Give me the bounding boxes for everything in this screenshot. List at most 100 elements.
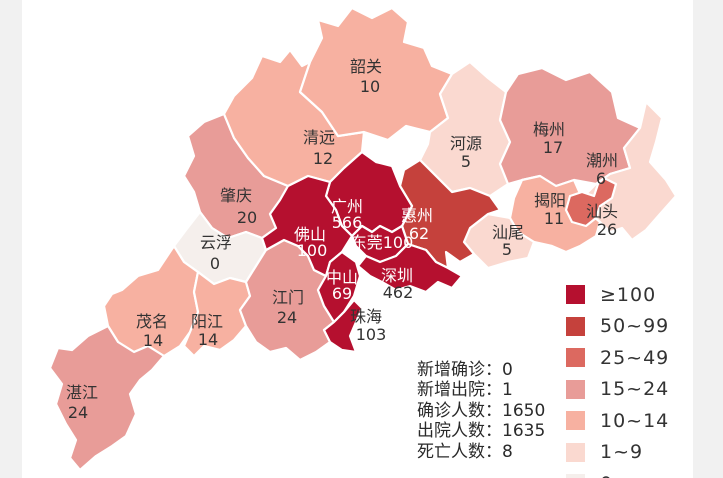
stat-label: 新增出院: [417, 380, 485, 401]
map-label-heyuan: 河源: [450, 134, 482, 153]
map-label-maoming: 茂名: [136, 312, 168, 331]
map-label-shenzhen: 深圳: [381, 266, 413, 285]
legend-item-15-24[interactable]: 15~24: [566, 378, 670, 400]
map-value-shaoguan: 10: [360, 77, 380, 96]
map-label-jieyang: 揭阳: [534, 191, 566, 210]
stat-new-discharged: 新增出院：1: [417, 380, 545, 400]
region-zhanjiang[interactable]: [48, 324, 166, 472]
stat-label: 出院人数: [417, 421, 485, 442]
map-label-jiangmen: 江门: [272, 288, 304, 307]
map-value-heyuan: 5: [461, 152, 471, 171]
map-label-zhanjiang: 湛江: [66, 383, 98, 402]
map-label-yunfu: 云浮: [200, 233, 232, 252]
map-label-foshan: 佛山: [294, 225, 326, 244]
stats-panel: 新增确诊：0 新增出院：1 确诊人数：1650 出院人数：1635 死亡人数：8: [417, 360, 545, 462]
stat-separator: ：: [485, 380, 502, 401]
region-yangjiang[interactable]: [182, 270, 252, 358]
legend-swatch: [566, 379, 585, 399]
stat-label: 死亡人数: [417, 441, 485, 462]
map-value-chaozhou: 6: [596, 169, 606, 188]
page-gutter-right: [693, 0, 723, 478]
map-value-jieyang: 11: [544, 209, 564, 228]
stat-deaths: 死亡人数：8: [417, 442, 545, 462]
stat-value: 0: [502, 360, 513, 380]
region-chaozhou[interactable]: [580, 100, 678, 242]
map-value-shanwei: 5: [502, 240, 512, 259]
stat-separator: ：: [485, 441, 502, 462]
map-label-zhaoqing: 肇庆: [220, 186, 252, 205]
stat-separator: ：: [485, 400, 502, 421]
stat-value: 1650: [502, 400, 546, 421]
legend-swatch: [566, 285, 585, 304]
region-shenzhen[interactable]: [356, 242, 464, 294]
stat-value: 1: [502, 380, 513, 401]
legend-label: 1~9: [600, 441, 644, 463]
map-value-zhanjiang: 24: [68, 403, 88, 422]
map-label-shanwei: 汕尾: [492, 223, 524, 242]
stat-separator: ：: [485, 421, 502, 442]
map-value-zhuhai: 103: [356, 325, 387, 344]
legend-label: 0: [600, 473, 613, 478]
map-value-shantou: 26: [597, 220, 617, 239]
stat-value: 1635: [502, 421, 546, 442]
map-label-chaozhou: 潮州: [586, 151, 618, 170]
legend-label: 25~49: [600, 346, 670, 369]
map-value-zhongshan: 69: [332, 284, 352, 303]
legend-swatch: [566, 348, 585, 367]
legend-item-1-9[interactable]: 1~9: [566, 441, 669, 463]
region-meizhou[interactable]: [498, 66, 642, 188]
map-value-zhaoqing: 20: [237, 208, 257, 227]
stat-label: 新增确诊: [417, 360, 485, 380]
legend-label: 15~24: [600, 378, 670, 400]
legend-item-50-99[interactable]: 50~99: [566, 315, 670, 337]
map-label-zhongshan: 中山: [326, 268, 358, 287]
legend-label: 10~14: [600, 409, 670, 432]
map-label-dongguan: 东莞100: [351, 233, 414, 252]
region-shantou[interactable]: [564, 176, 618, 228]
stat-total-confirmed: 确诊人数：1650: [417, 401, 545, 421]
stat-total-discharged: 出院人数：1635: [417, 421, 545, 441]
map-label-huizhou: 惠州: [401, 206, 433, 225]
page-gutter-left: [0, 0, 22, 478]
legend-swatch: [566, 411, 585, 430]
map-label-guangzhou: 广州: [331, 197, 363, 216]
map-value-qingyuan: 12: [313, 149, 333, 168]
map-label-qingyuan: 清远: [303, 128, 335, 147]
map-value-shenzhen: 462: [383, 283, 414, 302]
map-value-yunfu: 0: [210, 254, 220, 273]
legend-item-10-14[interactable]: 10~14: [566, 409, 670, 432]
legend-swatch: [566, 474, 585, 478]
map-value-foshan: 100: [297, 241, 328, 260]
map-value-guangzhou: 566: [332, 213, 363, 232]
map-value-maoming: 14: [143, 331, 163, 350]
legend-swatch: [566, 316, 585, 336]
map-label-shaoguan: 韶关: [350, 57, 382, 76]
legend-item-gte100[interactable]: ≥100: [566, 283, 669, 306]
legend-swatch: [566, 442, 585, 462]
map-label-shantou: 汕头: [586, 202, 618, 221]
map-value-meizhou: 17: [543, 138, 563, 157]
region-zhuhai[interactable]: [322, 298, 364, 354]
map-regions: [48, 6, 678, 472]
legend-item-0[interactable]: 0: [566, 473, 669, 478]
stat-value: 8: [502, 441, 513, 462]
stat-new-confirmed: 新增确诊：0: [417, 360, 545, 380]
stat-label: 确诊人数: [417, 400, 485, 421]
map-label-zhuhai: 珠海: [350, 307, 382, 326]
legend-item-25-49[interactable]: 25~49: [566, 346, 670, 369]
map-value-jiangmen: 24: [277, 308, 297, 327]
region-foshan[interactable]: [260, 174, 354, 278]
map-value-huizhou: 62: [409, 224, 429, 243]
map-value-yangjiang: 14: [198, 330, 218, 349]
map-label-meizhou: 梅州: [533, 120, 565, 139]
stat-separator: ：: [485, 360, 502, 380]
legend-label: ≥100: [600, 283, 657, 306]
region-zhongshan[interactable]: [316, 250, 362, 324]
legend: ≥100 50~99 25~49 15~24 10~14 1~9 0: [566, 283, 670, 478]
legend-label: 50~99: [600, 315, 670, 337]
region-shaoguan[interactable]: [298, 6, 454, 142]
map-label-yangjiang: 阳江: [191, 312, 223, 331]
